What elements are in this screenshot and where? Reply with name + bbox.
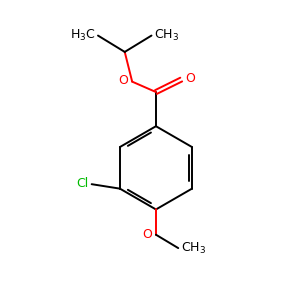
Text: O: O <box>119 74 129 87</box>
Text: CH$_3$: CH$_3$ <box>181 241 206 256</box>
Text: Cl: Cl <box>76 177 88 190</box>
Text: CH$_3$: CH$_3$ <box>154 27 179 43</box>
Text: O: O <box>186 73 196 85</box>
Text: O: O <box>142 228 152 241</box>
Text: H$_3$C: H$_3$C <box>70 27 96 43</box>
